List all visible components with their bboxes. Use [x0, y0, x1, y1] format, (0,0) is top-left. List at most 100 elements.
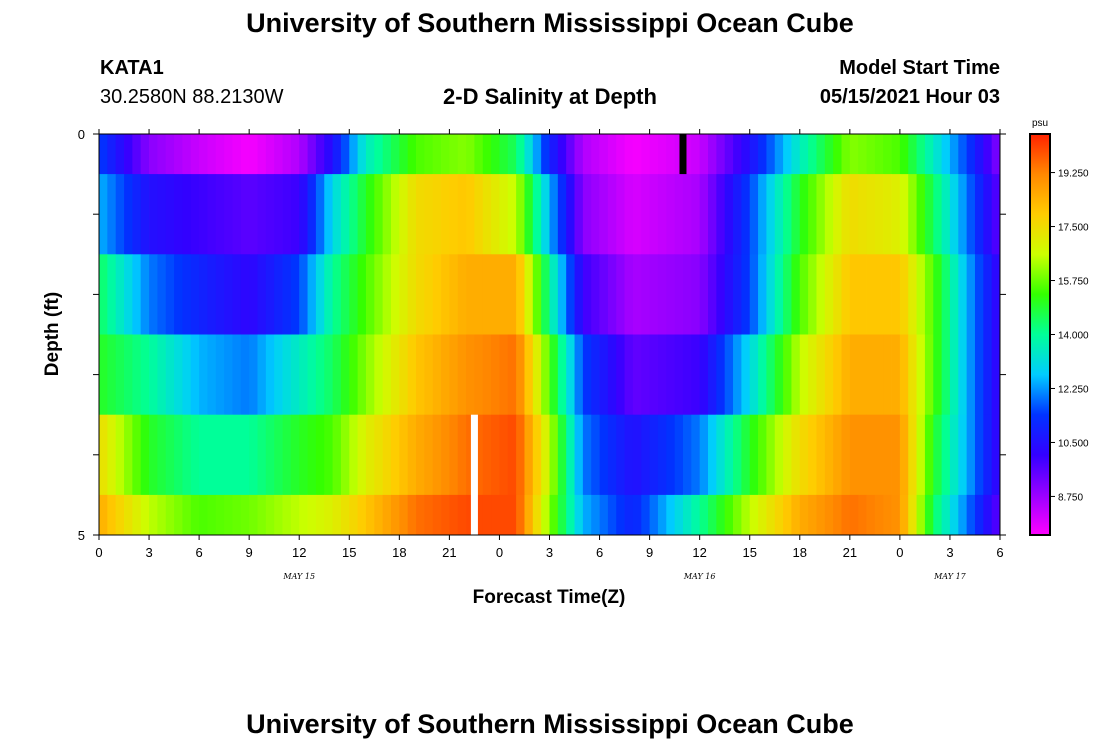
heatmap-cell — [741, 174, 751, 255]
heatmap-cell — [666, 494, 676, 536]
heatmap-cell — [591, 174, 600, 255]
heatmap-cell — [783, 494, 792, 536]
heatmap-cell — [799, 254, 809, 335]
heatmap-cell — [232, 254, 242, 335]
heatmap-cell — [449, 254, 459, 335]
heatmap-cell — [357, 134, 367, 175]
heatmap-cell — [766, 334, 776, 416]
heatmap-cell — [265, 334, 275, 416]
heatmap-cells — [99, 134, 1001, 536]
heatmap-cell — [474, 334, 484, 416]
heatmap-cell — [290, 254, 300, 335]
heatmap-cell — [382, 334, 392, 416]
heatmap-cell — [724, 414, 734, 496]
heatmap-cell — [632, 494, 642, 536]
heatmap-cell — [624, 494, 634, 536]
heatmap-cell — [791, 494, 801, 536]
heatmap-cell — [207, 494, 217, 536]
heatmap-cell — [416, 174, 425, 255]
heatmap-cell — [974, 254, 984, 335]
heatmap-cell — [924, 494, 934, 536]
x-tick-label: 12 — [692, 545, 706, 560]
heatmap-cell — [282, 174, 292, 255]
heatmap-cell — [524, 134, 534, 175]
heatmap-cell — [532, 134, 542, 175]
heatmap-cell — [107, 414, 117, 496]
heatmap-cell — [833, 334, 842, 416]
heatmap-cell — [324, 494, 333, 536]
heatmap-cell — [149, 174, 158, 255]
heatmap-cell — [849, 134, 859, 175]
heatmap-cell — [249, 174, 258, 255]
heatmap-cell — [649, 334, 659, 416]
heatmap-cell — [557, 334, 567, 416]
y-tick-label: 5 — [78, 528, 85, 543]
heatmap-cell — [324, 414, 333, 496]
heatmap-cell — [616, 334, 625, 416]
heatmap-cell — [849, 494, 859, 536]
heatmap-cell — [766, 254, 776, 335]
heatmap-cell — [332, 494, 342, 536]
heatmap-cell — [432, 494, 442, 536]
heatmap-cell — [140, 174, 150, 255]
colorbar-tick-label: 10.500 — [1058, 438, 1089, 449]
heatmap-cell — [224, 134, 233, 175]
heatmap-cell — [657, 414, 667, 496]
heatmap-cell — [99, 494, 108, 536]
heatmap-cell — [107, 334, 117, 416]
heatmap-cell — [224, 174, 233, 255]
heatmap-cell — [708, 134, 717, 175]
heatmap-cell — [858, 334, 867, 416]
heatmap-cell — [491, 174, 500, 255]
heatmap-cell — [674, 254, 684, 335]
heatmap-cell — [574, 494, 584, 536]
heatmap-cell — [657, 174, 667, 255]
x-tick-label: 18 — [392, 545, 406, 560]
heatmap-cell — [924, 174, 934, 255]
heatmap-cell — [974, 334, 984, 416]
heatmap-cell — [407, 254, 417, 335]
heatmap-cell — [182, 254, 192, 335]
x-tick-label: 6 — [996, 545, 1003, 560]
heatmap-cell — [699, 414, 709, 496]
heatmap-cell — [632, 134, 642, 175]
heatmap-cell — [657, 334, 667, 416]
heatmap-cell — [666, 254, 676, 335]
heatmap-cell — [783, 334, 792, 416]
heatmap-cell — [174, 494, 183, 536]
heatmap-cell — [265, 254, 275, 335]
heatmap-cell — [232, 174, 242, 255]
heatmap-cell — [174, 174, 183, 255]
heatmap-cell — [733, 134, 742, 175]
heatmap-cell — [124, 254, 133, 335]
heatmap-cell — [591, 254, 600, 335]
heatmap-cell — [332, 174, 342, 255]
heatmap-cell — [482, 174, 492, 255]
heatmap-cell — [499, 134, 509, 175]
heatmap-cell — [274, 334, 283, 416]
heatmap-cell — [566, 174, 575, 255]
heatmap-cell — [182, 134, 192, 175]
heatmap-cell — [324, 174, 333, 255]
heatmap-cell — [924, 254, 934, 335]
heatmap-cell — [499, 414, 509, 496]
heatmap-cell — [424, 174, 434, 255]
heatmap-cell — [382, 254, 392, 335]
x-tick-label: 0 — [896, 545, 903, 560]
heatmap-cell — [315, 414, 325, 496]
heatmap-cell — [699, 134, 709, 175]
heatmap-cell — [841, 494, 851, 536]
heatmap-cell — [758, 414, 767, 496]
heatmap-cell — [682, 134, 692, 175]
heatmap-cell — [749, 254, 759, 335]
heatmap-cell — [891, 494, 901, 536]
heatmap-cell — [541, 414, 550, 496]
heatmap-cell — [816, 254, 826, 335]
station-coords: 30.2580N 88.2130W — [100, 86, 284, 108]
heatmap-cell — [741, 134, 751, 175]
heatmap-cell — [340, 494, 350, 536]
heatmap-cell — [215, 134, 225, 175]
heatmap-cell — [224, 334, 233, 416]
heatmap-cell — [282, 134, 292, 175]
heatmap-cell — [232, 134, 242, 175]
